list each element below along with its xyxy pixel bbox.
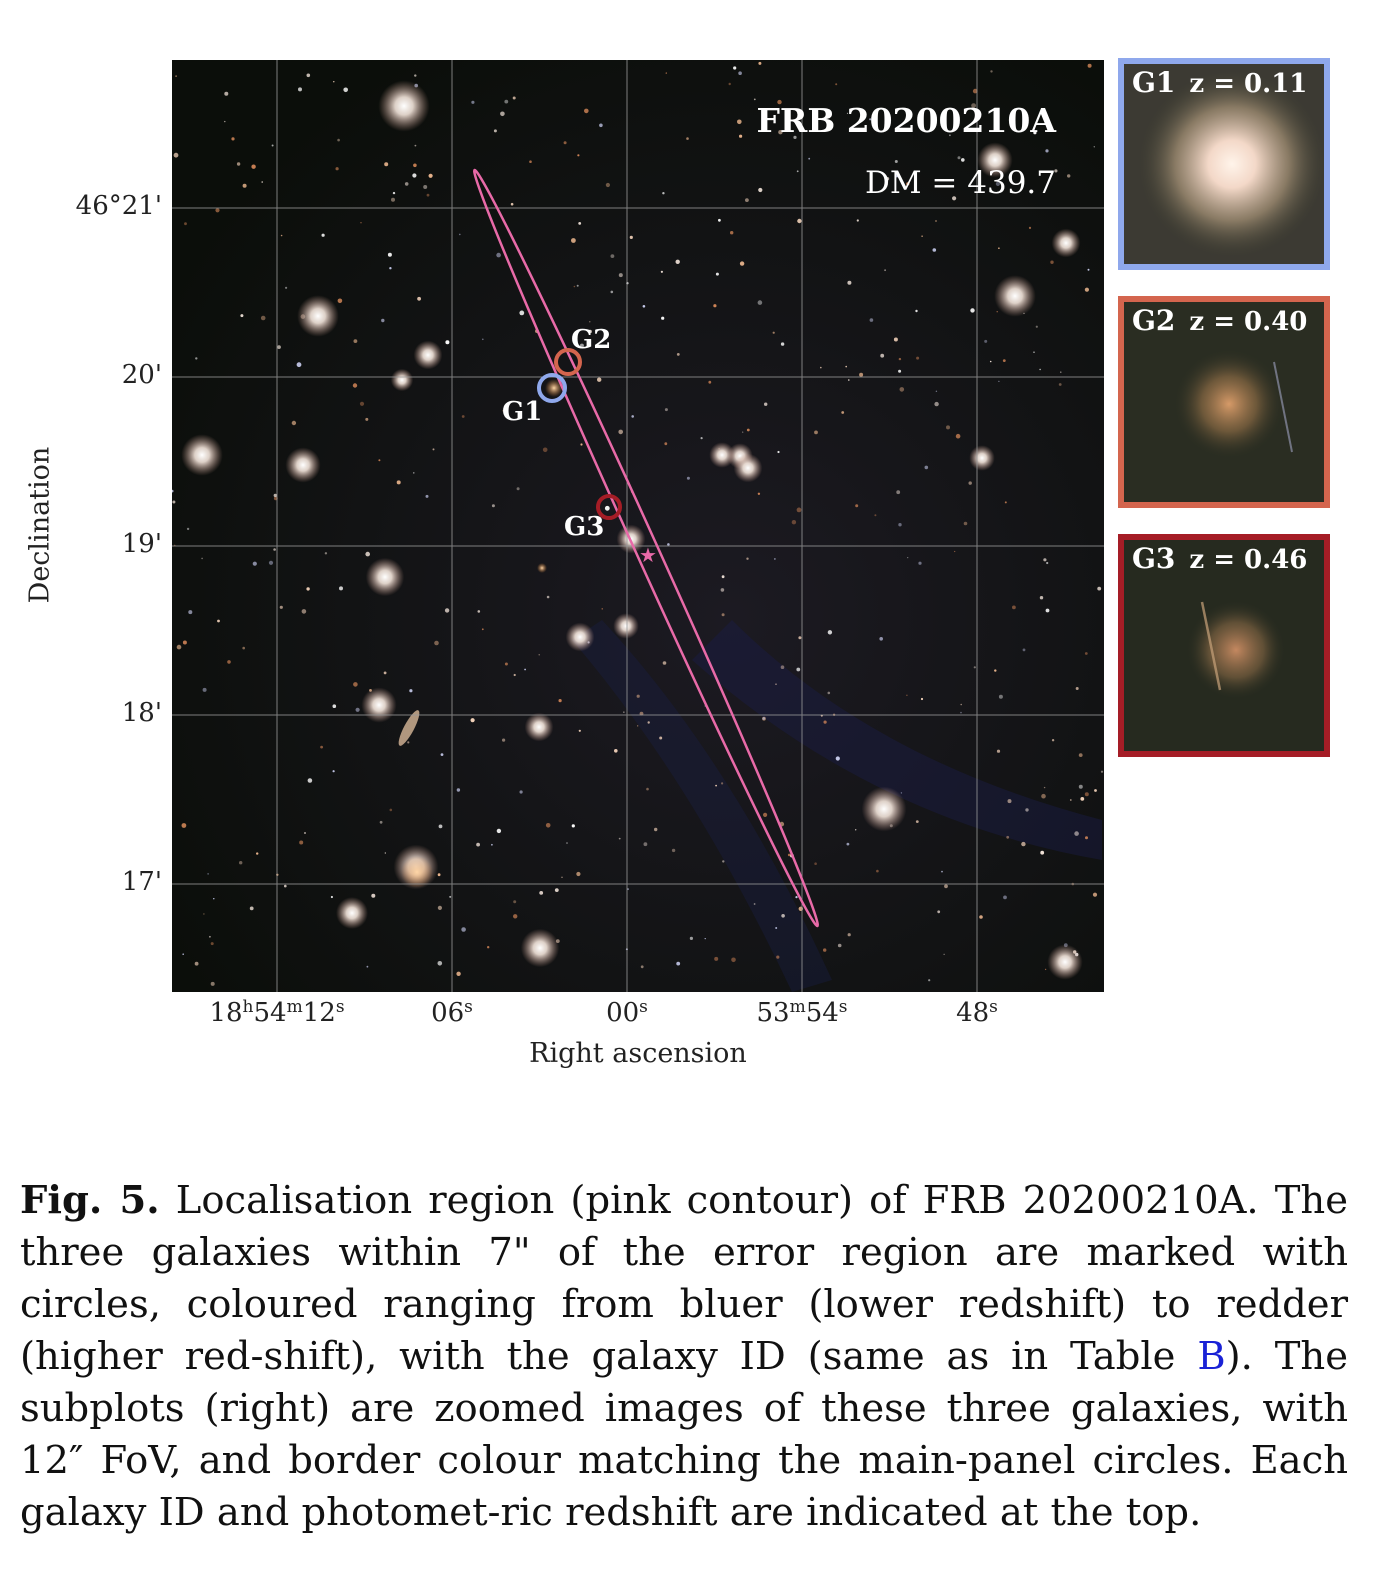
x-tick-label: 53m54s [756,997,848,1028]
y-tick-label: 46°21' [75,191,162,221]
x-tick-label: 18h54m12s [209,997,345,1028]
x-tick-label: 00s [606,997,648,1028]
g2-marker-label: G2 [571,325,611,355]
inset-g1-label: G1 z = 0.11 [1132,66,1308,99]
g2-circle [554,348,582,376]
inset-g2-image [1124,302,1324,502]
inset-g1-image [1124,64,1324,264]
y-tick-label: 17' [121,867,162,897]
y-tick-label: 18' [121,698,162,728]
frb-position-star-icon: ★ [639,543,657,567]
star-field [172,61,1104,986]
inset-g3-label: G3 z = 0.46 [1132,542,1308,575]
x-tick-label: 48s [956,997,998,1028]
inset-g2-label: G2 z = 0.40 [1132,304,1308,337]
g1-marker-label: G1 [502,397,542,427]
sky-image-panel: ★ G2 G1 G3 FRB 20200210A DM = 439.7 [172,60,1104,992]
figure-number: Fig. 5. [20,1178,160,1223]
y-tick-label: 19' [121,529,162,559]
inset-g1: G1 z = 0.11 [1118,58,1330,270]
frb-title: FRB 20200210A [756,101,1056,140]
localisation-contour [473,168,819,928]
coordinate-grid [172,60,1104,992]
table-reference-link[interactable]: B [1197,1334,1226,1379]
sky-image: ★ G2 G1 G3 FRB 20200210A DM = 439.7 [172,60,1104,992]
x-tick-label: 06s [431,997,473,1028]
inset-g3-image [1124,540,1324,751]
caption-text-2: ). The subplots (right) are zoomed image… [20,1334,1348,1535]
caption-text-1: Localisation region (pink contour) of FR… [20,1178,1348,1379]
g3-marker-label: G3 [564,512,604,542]
y-axis-label: Declination [24,446,56,604]
g1-circle [537,373,567,403]
inset-g3: G3 z = 0.46 [1118,534,1330,757]
dm-label: DM = 439.7 [865,165,1056,201]
x-axis-label: Right ascension [529,1038,747,1069]
y-tick-label: 20' [121,360,162,390]
figure-caption: Fig. 5. Localisation region (pink contou… [20,1175,1348,1539]
g3-circle [596,494,622,520]
inset-g2: G2 z = 0.40 [1118,296,1330,508]
